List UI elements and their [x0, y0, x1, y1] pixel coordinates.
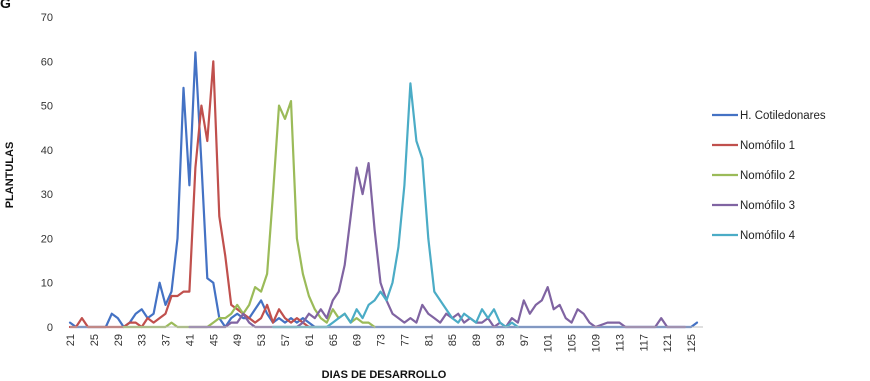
x-tick-label: 37	[161, 334, 173, 346]
x-tick-label: 125	[686, 334, 698, 352]
legend-label: Nomófilo 2	[740, 170, 795, 182]
x-tick-label: 33	[137, 334, 149, 346]
cropped-header-fragment: G	[0, 0, 11, 11]
x-tick-label: 69	[352, 334, 364, 346]
x-tick-label: 93	[495, 334, 507, 346]
x-tick-label: 121	[662, 334, 674, 352]
x-tick-label: 25	[89, 334, 101, 346]
x-tick-label: 73	[376, 334, 388, 346]
y-tick-label: 40	[41, 145, 53, 157]
y-tick-label: 60	[41, 56, 53, 68]
x-tick-label: 49	[232, 334, 244, 346]
series-lines	[68, 51, 699, 329]
legend-label: Nomófilo 4	[740, 230, 796, 242]
x-tick-label: 101	[543, 334, 555, 352]
y-tick-label: 50	[41, 101, 53, 113]
x-tick-label: 61	[304, 334, 316, 346]
legend-label: H. Cotiledonares	[740, 110, 826, 122]
y-tick-label: 10	[41, 278, 53, 290]
x-tick-label: 81	[423, 334, 435, 346]
x-tick-label: 53	[256, 334, 268, 346]
y-tick-label: 70	[41, 12, 53, 24]
series-line-4	[188, 162, 687, 329]
x-tick-label: 65	[328, 334, 340, 346]
x-tick-label: 45	[208, 334, 220, 346]
x-tick-label: 57	[280, 334, 292, 346]
legend-label: Nomófilo 1	[740, 140, 795, 152]
x-tick-label: 109	[591, 334, 603, 352]
y-tick-label: 0	[47, 322, 53, 334]
x-axis-tick-labels: 21 25 29 33 37 41 45 49 53 57 61 65 69 73 77 81 85 89 93 97…	[65, 334, 698, 352]
series-line-5	[271, 82, 519, 329]
y-axis-tick-labels: 0 10 20 30 40 50 60 70	[41, 12, 53, 334]
x-tick-label: 29	[113, 334, 125, 346]
x-tick-label: 41	[184, 334, 196, 346]
x-tick-label: 105	[567, 334, 579, 352]
x-tick-label: 113	[614, 334, 626, 352]
y-tick-label: 20	[41, 233, 53, 245]
legend: H. Cotiledonares Nomófilo 1 Nomófilo 2 Nomó…	[712, 110, 826, 242]
y-axis-title: PLANTULAS	[4, 142, 16, 209]
x-tick-label: 97	[519, 334, 531, 346]
y-tick-label: 30	[41, 189, 53, 201]
x-tick-label: 77	[399, 334, 411, 346]
x-tick-label: 89	[471, 334, 483, 346]
x-tick-label: 117	[638, 334, 650, 352]
series-line-1	[68, 51, 699, 329]
series-line-2	[68, 60, 316, 329]
x-tick-label: 85	[447, 334, 459, 346]
x-axis-title: DIAS DE DESARROLLO	[322, 369, 447, 381]
x-tick-label: 21	[65, 334, 77, 346]
legend-label: Nomófilo 3	[740, 200, 795, 212]
